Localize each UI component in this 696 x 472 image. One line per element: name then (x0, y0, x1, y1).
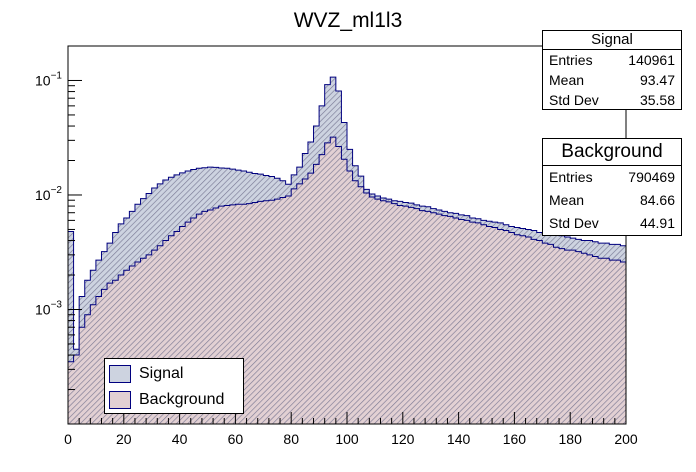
signal-mean-label: Mean (549, 72, 585, 88)
background-stddev-value: 44.91 (639, 215, 675, 231)
y-tick-label: 10−3 (35, 299, 62, 317)
background-mean-label: Mean (549, 192, 585, 208)
x-tick-label: 20 (116, 431, 132, 447)
signal-histogram-outline (68, 76, 626, 350)
legend-item-signal: Signal (109, 363, 183, 385)
x-tick-label: 60 (228, 431, 244, 447)
background-entries-value: 790469 (628, 169, 675, 185)
background-histogram-hatch (68, 137, 626, 424)
signal-stats-box: Signal Entries 140961 Mean 93.47 Std Dev 35… (542, 30, 682, 110)
legend: Signal Background (104, 358, 244, 414)
background-stats-box: Background Entries 790469 Mean 84.66 Std D… (542, 138, 682, 236)
background-entries-label: Entries (549, 169, 593, 185)
legend-swatch-background (109, 391, 131, 409)
legend-item-background: Background (109, 389, 224, 411)
x-tick-label: 100 (335, 431, 359, 447)
legend-label-background: Background (139, 391, 225, 408)
signal-mean-value: 93.47 (639, 72, 675, 88)
signal-entries-label: Entries (549, 52, 593, 68)
x-tick-label: 180 (559, 431, 583, 447)
signal-entries-value: 140961 (628, 52, 675, 68)
x-tick-label: 160 (503, 431, 527, 447)
signal-stddev-value: 35.58 (639, 92, 675, 108)
x-tick-label: 200 (614, 431, 638, 447)
x-tick-label: 0 (64, 431, 72, 447)
x-tick-label: 120 (391, 431, 415, 447)
legend-label-signal: Signal (139, 365, 184, 382)
signal-stats-title: Signal (543, 31, 681, 50)
x-tick-label: 40 (172, 431, 188, 447)
x-tick-label: 80 (283, 431, 299, 447)
legend-swatch-signal (109, 365, 131, 383)
signal-stddev-label: Std Dev (549, 92, 599, 108)
background-histogram-outline (68, 136, 626, 363)
chart-title: WVZ_ml1l3 (294, 9, 403, 32)
background-mean-value: 84.66 (639, 192, 675, 208)
x-tick-label: 140 (447, 431, 471, 447)
y-tick-label: 10−1 (35, 70, 62, 88)
background-stddev-label: Std Dev (549, 215, 599, 231)
y-tick-label: 10−2 (35, 185, 62, 203)
background-stats-title: Background (543, 139, 681, 166)
